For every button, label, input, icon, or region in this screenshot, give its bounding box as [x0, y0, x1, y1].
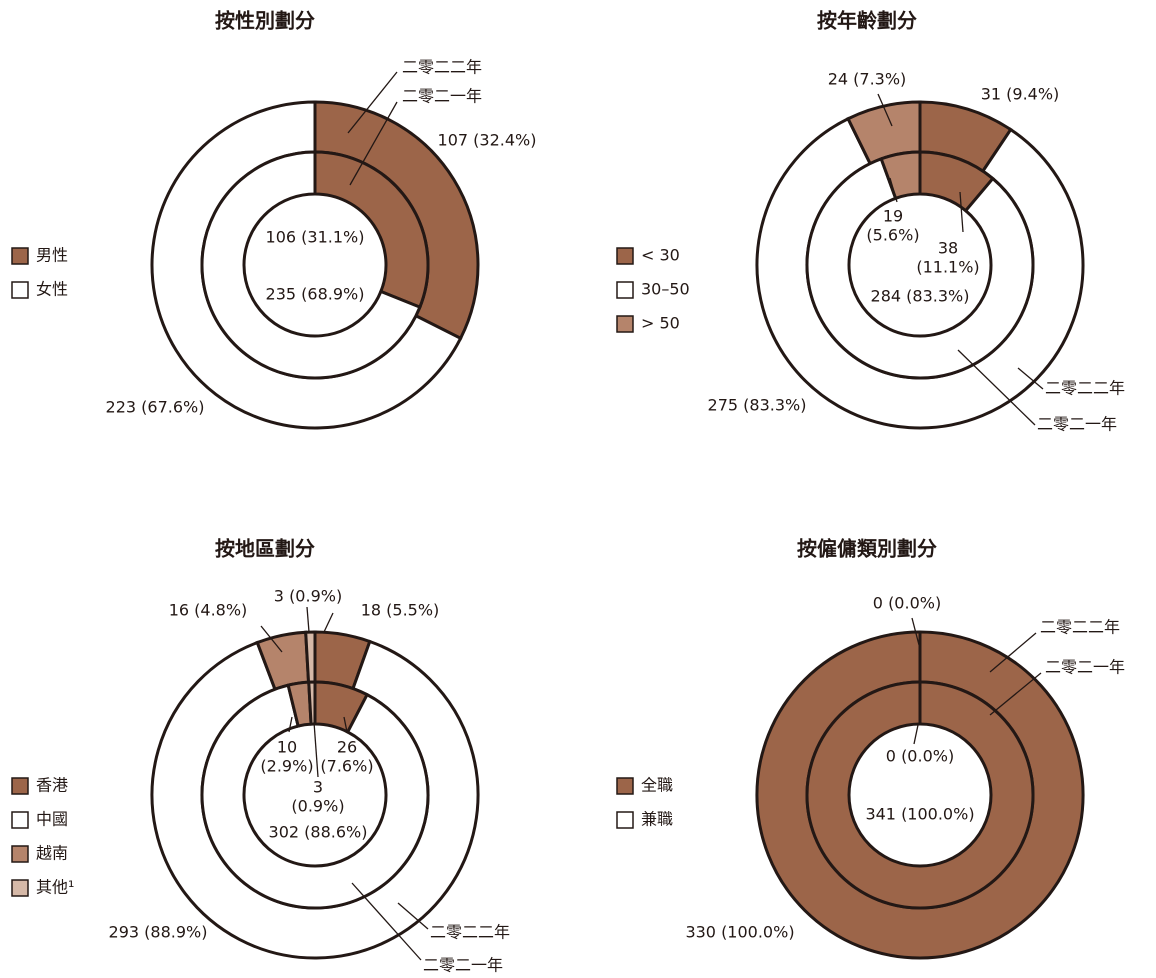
- ring-segment: [304, 630, 317, 684]
- series-label: 二零二一年: [402, 87, 482, 106]
- chart-title: 按僱傭類別劃分: [797, 537, 937, 561]
- data-label: 235 (68.9%): [266, 285, 365, 304]
- ring-segment: [313, 150, 430, 310]
- leader-line: [959, 191, 964, 233]
- data-label: 107 (32.4%): [438, 131, 537, 150]
- legend-swatch: [11, 247, 29, 265]
- legend-label: 女性: [36, 280, 68, 299]
- ring-segment: [200, 150, 422, 380]
- data-label: 330 (100.0%): [685, 923, 794, 942]
- leader-line: [323, 612, 334, 633]
- legend-label: 30–50: [641, 280, 690, 299]
- data-label: 302 (88.6%): [269, 823, 368, 842]
- data-label: 31 (9.4%): [981, 85, 1060, 104]
- data-label: 0 (0.0%): [873, 594, 941, 613]
- leader-line: [989, 672, 1042, 716]
- legend-label: > 50: [641, 314, 680, 333]
- ring-segment: [200, 683, 430, 910]
- legend-label: 男性: [36, 246, 68, 265]
- legend-swatch: [616, 811, 634, 829]
- data-label: 26 (7.6%): [320, 737, 373, 775]
- series-label: 二零二二年: [1040, 618, 1120, 637]
- legend-label: 其他¹: [36, 878, 74, 897]
- data-label: 0 (0.0%): [886, 747, 954, 766]
- chart-title: 按地區劃分: [215, 537, 315, 561]
- legend-swatch: [11, 845, 29, 863]
- series-label: 二零二二年: [1045, 379, 1125, 398]
- data-label: 38 (11.1%): [916, 238, 979, 276]
- series-label: 二零二二年: [402, 58, 482, 77]
- data-label: 284 (83.3%): [871, 287, 970, 306]
- data-label: 10 (2.9%): [260, 737, 313, 775]
- legend-swatch: [616, 247, 634, 265]
- leader-line: [288, 716, 293, 733]
- legend-swatch: [616, 281, 634, 299]
- legend-label: 兼職: [641, 810, 673, 829]
- leader-line: [343, 716, 348, 733]
- data-label: 19 (5.6%): [866, 206, 919, 244]
- legend-label: 香港: [36, 776, 68, 795]
- legend-swatch: [616, 315, 634, 333]
- data-label: 18 (5.5%): [361, 601, 440, 620]
- data-label: 3 (0.9%): [291, 777, 344, 815]
- data-label: 275 (83.3%): [708, 396, 807, 415]
- legend-swatch: [11, 879, 29, 897]
- leader-line: [957, 349, 1036, 426]
- ring-segment: [879, 150, 922, 201]
- ring-segment: [805, 156, 1035, 380]
- leader-line: [397, 902, 429, 930]
- ring-segment: [805, 680, 1035, 910]
- series-label: 二零二一年: [1045, 658, 1125, 677]
- leader-line: [347, 71, 398, 134]
- leader-line: [306, 606, 310, 633]
- legend-label: 全職: [641, 776, 673, 795]
- leader-line: [913, 724, 919, 745]
- legend-swatch: [11, 777, 29, 795]
- legend-swatch: [11, 811, 29, 829]
- legend-swatch: [11, 281, 29, 299]
- data-label: 3 (0.9%): [274, 587, 342, 606]
- series-label: 二零二一年: [1037, 415, 1117, 434]
- leader-line: [911, 617, 920, 646]
- legend-swatch: [616, 777, 634, 795]
- leader-line: [313, 721, 319, 778]
- leader-line: [349, 101, 398, 186]
- data-label: 223 (67.6%): [106, 398, 205, 417]
- leader-line: [260, 625, 283, 653]
- chart-title: 按年齡劃分: [817, 9, 917, 33]
- leader-line: [989, 632, 1037, 673]
- legend-label: < 30: [641, 246, 680, 265]
- leader-line: [351, 882, 422, 961]
- legend-label: 越南: [36, 844, 68, 863]
- data-label: 24 (7.3%): [828, 70, 907, 89]
- series-label: 二零二一年: [423, 956, 503, 975]
- ring-segment: [307, 680, 317, 726]
- leader-line: [877, 93, 893, 127]
- data-label: 106 (31.1%): [266, 228, 365, 247]
- leader-line: [889, 177, 898, 203]
- data-label: 293 (88.9%): [109, 923, 208, 942]
- data-label: 341 (100.0%): [865, 805, 974, 824]
- legend-label: 中國: [36, 810, 68, 829]
- series-label: 二零二二年: [430, 923, 510, 942]
- chart-title: 按性別劃分: [215, 9, 315, 33]
- data-label: 16 (4.8%): [169, 601, 248, 620]
- leader-line: [1017, 367, 1044, 390]
